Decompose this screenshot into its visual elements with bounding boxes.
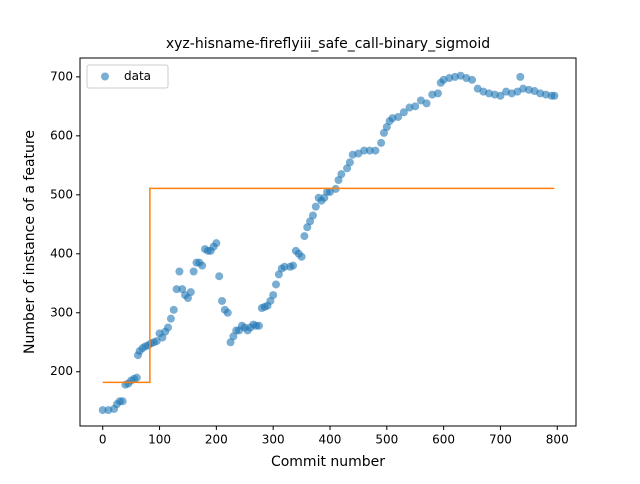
y-axis-label: Number of instance of a feature xyxy=(22,130,38,354)
x-tick-label: 0 xyxy=(99,433,107,447)
data-point xyxy=(377,138,386,147)
data-point xyxy=(98,406,107,415)
data-point xyxy=(254,321,263,330)
x-tick-label: 800 xyxy=(546,433,569,447)
data-point xyxy=(118,397,127,406)
data-point xyxy=(212,239,221,248)
data-point xyxy=(496,91,505,100)
x-tick-label: 700 xyxy=(489,433,512,447)
legend-box xyxy=(86,64,169,89)
data-point xyxy=(132,373,141,382)
x-tick-label: 200 xyxy=(205,433,228,447)
data-point xyxy=(516,72,525,81)
chart-title: xyz-hisname-fireflyiii_safe_call-binary_… xyxy=(166,36,490,52)
data-point xyxy=(300,232,309,241)
step-line xyxy=(102,187,555,384)
data-point xyxy=(550,91,559,100)
data-point xyxy=(198,261,207,270)
data-point xyxy=(289,261,298,270)
data-point xyxy=(166,314,175,323)
data-point xyxy=(215,272,224,281)
data-point xyxy=(186,288,195,297)
data-point xyxy=(272,280,281,289)
data-point xyxy=(297,252,306,261)
x-tick-label: 600 xyxy=(432,433,455,447)
plot-frame xyxy=(79,57,577,427)
x-axis-label: Commit number xyxy=(271,454,385,470)
data-point xyxy=(365,146,374,155)
data-point xyxy=(218,296,227,305)
data-point xyxy=(360,146,369,155)
data-point xyxy=(411,102,420,111)
x-tick-label: 400 xyxy=(319,433,342,447)
data-point xyxy=(311,202,320,211)
data-point xyxy=(422,99,431,108)
y-tick-label: 600 xyxy=(50,128,73,142)
data-point xyxy=(223,308,232,317)
data-point xyxy=(164,323,173,332)
data-point xyxy=(394,112,403,121)
y-tick-label: 500 xyxy=(50,187,73,201)
data-point xyxy=(433,89,442,98)
legend-marker xyxy=(101,72,109,81)
data-point xyxy=(337,170,346,179)
x-tick-label: 500 xyxy=(375,433,398,447)
y-tick-label: 300 xyxy=(50,305,73,319)
data-point xyxy=(175,267,184,276)
data-point xyxy=(189,267,198,276)
data-point xyxy=(371,146,380,155)
x-tick-label: 100 xyxy=(148,433,171,447)
y-tick-label: 200 xyxy=(50,364,73,378)
data-point xyxy=(169,305,178,314)
data-point xyxy=(308,211,317,220)
legend-label: data xyxy=(124,69,151,83)
data-point xyxy=(345,158,354,167)
data-point xyxy=(269,291,278,300)
y-tick-label: 400 xyxy=(50,246,73,260)
data-point xyxy=(172,285,181,294)
data-point xyxy=(280,262,289,271)
y-tick-label: 700 xyxy=(50,69,73,83)
x-tick-label: 300 xyxy=(262,433,285,447)
data-point xyxy=(468,75,477,84)
data-point xyxy=(399,108,408,117)
